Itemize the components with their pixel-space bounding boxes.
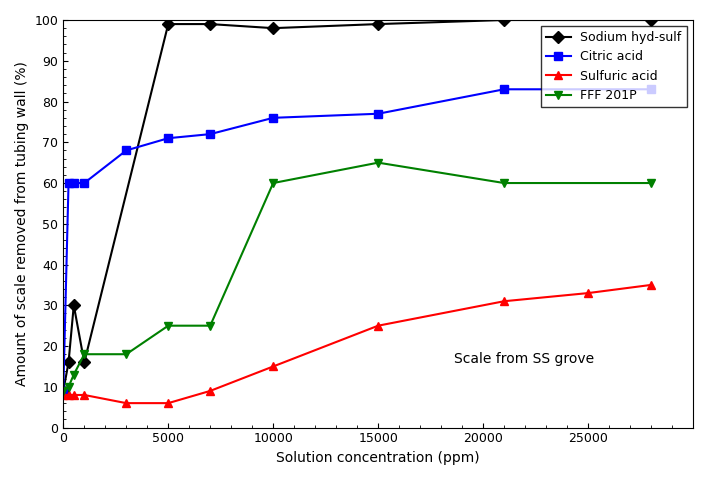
- Sodium hyd-sulf: [500, 17, 508, 23]
- Sodium hyd-sulf: [164, 21, 173, 27]
- Sulfuric acid: [647, 282, 656, 288]
- FFF 201P: [80, 351, 88, 357]
- Sulfuric acid: [64, 392, 73, 398]
- Citric acid: [69, 180, 78, 186]
- Citric acid: [122, 147, 130, 153]
- Line: FFF 201P: FFF 201P: [59, 158, 655, 395]
- Y-axis label: Amount of scale removed from tubing wall (%): Amount of scale removed from tubing wall…: [15, 61, 29, 386]
- Sulfuric acid: [122, 400, 130, 406]
- FFF 201P: [64, 384, 73, 390]
- FFF 201P: [647, 180, 656, 186]
- Sodium hyd-sulf: [69, 302, 78, 308]
- Citric acid: [206, 131, 215, 137]
- Sulfuric acid: [59, 392, 67, 398]
- Text: Scale from SS grove: Scale from SS grove: [454, 352, 594, 366]
- Sodium hyd-sulf: [269, 25, 278, 31]
- Sulfuric acid: [164, 400, 173, 406]
- FFF 201P: [69, 372, 78, 377]
- Sulfuric acid: [584, 290, 593, 296]
- Citric acid: [500, 86, 508, 92]
- Sulfuric acid: [500, 299, 508, 304]
- Sulfuric acid: [269, 363, 278, 369]
- FFF 201P: [500, 180, 508, 186]
- Sodium hyd-sulf: [206, 21, 215, 27]
- Citric acid: [374, 111, 382, 117]
- Sodium hyd-sulf: [80, 360, 88, 365]
- Line: Sodium hyd-sulf: Sodium hyd-sulf: [59, 16, 655, 395]
- Citric acid: [59, 388, 67, 394]
- Citric acid: [164, 135, 173, 141]
- Citric acid: [647, 86, 656, 92]
- X-axis label: Solution concentration (ppm): Solution concentration (ppm): [276, 451, 480, 465]
- FFF 201P: [59, 388, 67, 394]
- FFF 201P: [269, 180, 278, 186]
- Line: Sulfuric acid: Sulfuric acid: [59, 281, 655, 408]
- Sodium hyd-sulf: [64, 360, 73, 365]
- FFF 201P: [206, 323, 215, 329]
- Sodium hyd-sulf: [647, 17, 656, 23]
- Sulfuric acid: [374, 323, 382, 329]
- Sulfuric acid: [69, 392, 78, 398]
- Citric acid: [269, 115, 278, 120]
- Sulfuric acid: [206, 388, 215, 394]
- Line: Citric acid: Citric acid: [59, 85, 655, 395]
- Sulfuric acid: [80, 392, 88, 398]
- Sodium hyd-sulf: [59, 388, 67, 394]
- Sodium hyd-sulf: [374, 21, 382, 27]
- FFF 201P: [374, 160, 382, 166]
- Citric acid: [80, 180, 88, 186]
- FFF 201P: [122, 351, 130, 357]
- FFF 201P: [164, 323, 173, 329]
- Legend: Sodium hyd-sulf, Citric acid, Sulfuric acid, FFF 201P: Sodium hyd-sulf, Citric acid, Sulfuric a…: [540, 26, 687, 107]
- Citric acid: [64, 180, 73, 186]
